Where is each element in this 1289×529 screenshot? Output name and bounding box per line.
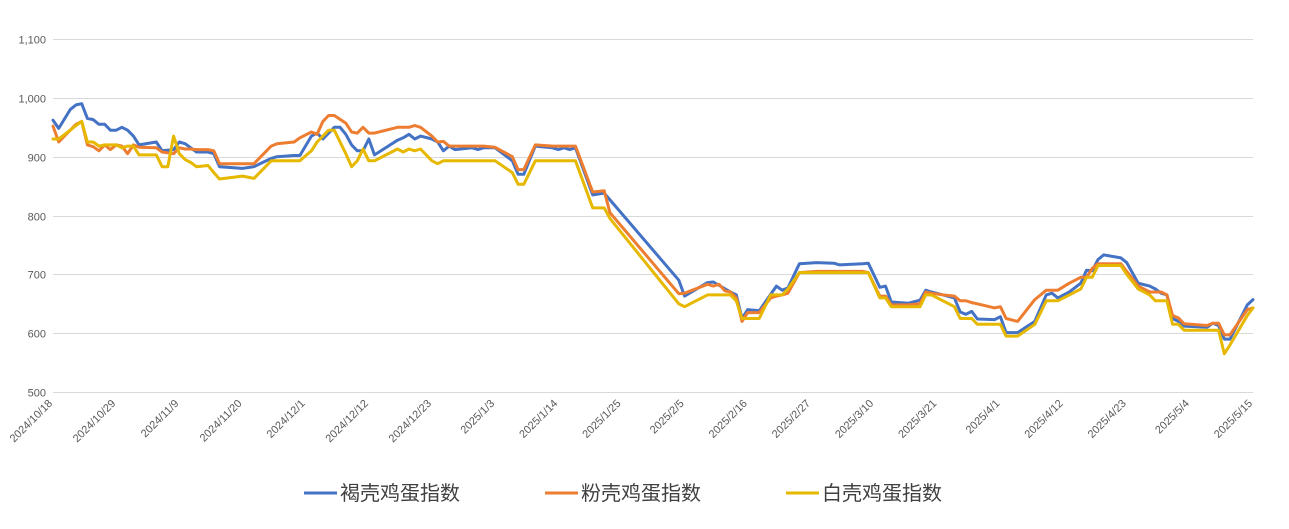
legend-item-2: 粉壳鸡蛋指数: [545, 481, 701, 505]
x-tick-label: 2025/4/12: [1023, 398, 1066, 441]
x-tick-label: 2025/3/21: [896, 398, 939, 441]
x-tick-label: 2025/4/1: [964, 398, 1003, 437]
x-tick-label: 2024/12/12: [323, 398, 370, 445]
x-tick-label: 2025/3/10: [833, 398, 876, 441]
series-lines: [51, 102, 1255, 356]
x-tick-label: 2025/1/14: [517, 398, 560, 441]
x-tick-label: 2024/12/1: [265, 398, 308, 441]
legend-label: 褐壳鸡蛋指数: [340, 481, 460, 505]
x-tick-label: 2025/1/25: [580, 398, 623, 441]
x-tick-label: 2025/4/23: [1086, 398, 1129, 441]
x-tick-label: 2025/5/15: [1212, 398, 1255, 441]
y-tick-label: 800: [28, 212, 46, 224]
legend: 褐壳鸡蛋指数 粉壳鸡蛋指数 白壳鸡蛋指数: [304, 481, 942, 505]
y-tick-label: 600: [28, 329, 46, 341]
x-tick-label: 2025/2/5: [648, 398, 687, 437]
y-axis-tick-labels: 500 600 700 800 900 1,000 1,100: [18, 35, 46, 400]
legend-label: 白壳鸡蛋指数: [822, 481, 942, 505]
legend-item-3: 白壳鸡蛋指数: [786, 481, 942, 505]
y-tick-label: 1,000: [18, 94, 46, 106]
x-tick-label: 2024/11/9: [139, 398, 182, 441]
x-tick-label: 2025/2/27: [770, 398, 813, 441]
legend-item-1: 褐壳鸡蛋指数: [304, 481, 460, 505]
series-line-1: [51, 102, 1255, 341]
x-tick-label: 2024/10/18: [8, 398, 55, 445]
y-tick-label: 500: [28, 388, 46, 400]
y-tick-label: 700: [28, 270, 46, 282]
x-tick-label: 2024/10/29: [71, 398, 118, 445]
x-tick-label: 2024/12/23: [387, 398, 434, 445]
series-line-2: [51, 114, 1255, 337]
x-tick-label: 2025/1/3: [458, 398, 497, 437]
x-tick-label: 2024/11/20: [198, 398, 245, 445]
legend-label: 粉壳鸡蛋指数: [581, 481, 701, 505]
y-tick-label: 900: [28, 153, 46, 165]
y-tick-label: 1,100: [18, 35, 46, 47]
x-tick-label: 2025/2/16: [707, 398, 750, 441]
x-axis-tick-labels: 2024/10/18 2024/10/29 2024/11/9 2024/11/20 2…: [8, 398, 1255, 445]
gridlines: [53, 39, 1253, 393]
x-tick-label: 2025/5/4: [1153, 398, 1192, 437]
series-line-3: [51, 119, 1255, 356]
